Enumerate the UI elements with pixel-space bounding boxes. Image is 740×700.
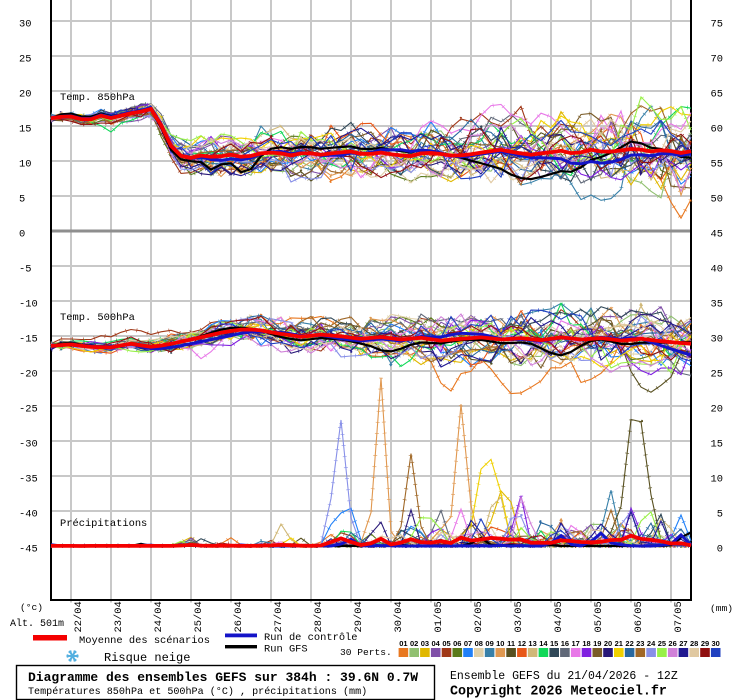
svg-text:23: 23 bbox=[636, 639, 644, 648]
svg-text:22: 22 bbox=[625, 639, 633, 648]
svg-text:30/04: 30/04 bbox=[393, 601, 405, 632]
svg-text:Ensemble GEFS du 21/04/2026 -: Ensemble GEFS du 21/04/2026 - 12Z bbox=[450, 670, 678, 683]
svg-text:20: 20 bbox=[604, 639, 612, 648]
svg-text:28/04: 28/04 bbox=[313, 601, 325, 632]
svg-text:21: 21 bbox=[615, 639, 623, 648]
svg-text:60: 60 bbox=[711, 124, 723, 136]
svg-text:14: 14 bbox=[539, 639, 548, 648]
svg-text:29/04: 29/04 bbox=[353, 601, 365, 632]
svg-text:02: 02 bbox=[410, 639, 418, 648]
svg-text:(°c): (°c) bbox=[20, 602, 43, 613]
svg-text:Temp. 850hPa: Temp. 850hPa bbox=[60, 92, 135, 104]
svg-text:05/05: 05/05 bbox=[593, 601, 605, 632]
svg-text:-10: -10 bbox=[19, 299, 38, 311]
svg-text:13: 13 bbox=[528, 639, 536, 648]
svg-text:Run de contrôle: Run de contrôle bbox=[264, 632, 358, 644]
svg-text:-5: -5 bbox=[19, 264, 31, 276]
svg-text:Risque neige: Risque neige bbox=[104, 651, 190, 665]
svg-text:25: 25 bbox=[19, 54, 31, 66]
svg-text:15: 15 bbox=[550, 639, 558, 648]
svg-text:Diagramme des ensembles GEFS s: Diagramme des ensembles GEFS sur 384h : … bbox=[28, 670, 418, 685]
svg-text:-35: -35 bbox=[19, 474, 38, 486]
svg-text:-25: -25 bbox=[19, 404, 38, 416]
svg-text:23/04: 23/04 bbox=[113, 601, 125, 632]
svg-text:18: 18 bbox=[582, 639, 590, 648]
svg-text:5: 5 bbox=[717, 509, 723, 521]
svg-text:Alt. 501m: Alt. 501m bbox=[10, 618, 64, 630]
svg-text:-15: -15 bbox=[19, 334, 38, 346]
svg-text:05: 05 bbox=[442, 639, 450, 648]
svg-text:-40: -40 bbox=[19, 509, 38, 521]
svg-text:45: 45 bbox=[711, 229, 723, 241]
svg-text:(mm): (mm) bbox=[710, 603, 733, 614]
svg-text:20: 20 bbox=[711, 404, 723, 416]
svg-text:27: 27 bbox=[679, 639, 687, 648]
svg-text:26/04: 26/04 bbox=[233, 601, 245, 632]
svg-text:11: 11 bbox=[507, 639, 515, 648]
svg-text:Copyright 2026 Meteociel.fr: Copyright 2026 Meteociel.fr bbox=[450, 685, 667, 700]
svg-text:29: 29 bbox=[701, 639, 709, 648]
svg-text:01: 01 bbox=[399, 639, 407, 648]
svg-text:Run GFS: Run GFS bbox=[264, 644, 308, 656]
svg-text:65: 65 bbox=[711, 89, 723, 101]
svg-text:24/04: 24/04 bbox=[153, 601, 165, 632]
svg-text:25: 25 bbox=[711, 369, 723, 381]
svg-text:26: 26 bbox=[668, 639, 676, 648]
svg-text:30 Perts.: 30 Perts. bbox=[340, 647, 392, 658]
svg-text:02/05: 02/05 bbox=[473, 601, 485, 632]
svg-text:10: 10 bbox=[496, 639, 504, 648]
svg-text:15: 15 bbox=[711, 439, 723, 451]
svg-text:07/05: 07/05 bbox=[673, 601, 685, 632]
svg-text:24: 24 bbox=[647, 639, 656, 648]
svg-text:40: 40 bbox=[711, 264, 723, 276]
svg-text:04: 04 bbox=[432, 639, 441, 648]
svg-text:25: 25 bbox=[658, 639, 666, 648]
svg-text:06: 06 bbox=[453, 639, 461, 648]
svg-text:15: 15 bbox=[19, 124, 31, 136]
svg-text:16: 16 bbox=[561, 639, 569, 648]
svg-text:0: 0 bbox=[717, 544, 723, 556]
svg-text:22/04: 22/04 bbox=[73, 601, 85, 632]
svg-text:10: 10 bbox=[711, 474, 723, 486]
svg-text:27/04: 27/04 bbox=[273, 601, 285, 632]
svg-text:01/05: 01/05 bbox=[433, 601, 445, 632]
svg-text:50: 50 bbox=[711, 194, 723, 206]
svg-text:28: 28 bbox=[690, 639, 698, 648]
svg-text:30: 30 bbox=[19, 19, 31, 31]
svg-text:Précipitations: Précipitations bbox=[60, 518, 147, 530]
svg-text:19: 19 bbox=[593, 639, 601, 648]
svg-text:-30: -30 bbox=[19, 439, 38, 451]
svg-text:35: 35 bbox=[711, 299, 723, 311]
svg-text:12: 12 bbox=[518, 639, 526, 648]
svg-text:Moyenne des scénarios: Moyenne des scénarios bbox=[79, 635, 210, 647]
svg-text:20: 20 bbox=[19, 89, 31, 101]
svg-text:07: 07 bbox=[464, 639, 472, 648]
svg-text:17: 17 bbox=[572, 639, 580, 648]
svg-text:30: 30 bbox=[712, 639, 720, 648]
svg-text:Températures 850hPa et 500hPa: Températures 850hPa et 500hPa (°C) , pré… bbox=[28, 686, 367, 698]
svg-text:10: 10 bbox=[19, 159, 31, 171]
svg-text:03: 03 bbox=[421, 639, 429, 648]
svg-text:30: 30 bbox=[711, 334, 723, 346]
svg-text:75: 75 bbox=[711, 19, 723, 31]
svg-text:55: 55 bbox=[711, 159, 723, 171]
svg-text:03/05: 03/05 bbox=[513, 601, 525, 632]
svg-text:70: 70 bbox=[711, 54, 723, 66]
svg-text:0: 0 bbox=[19, 229, 25, 241]
svg-text:-45: -45 bbox=[19, 544, 38, 556]
svg-text:25/04: 25/04 bbox=[193, 601, 205, 632]
svg-text:04/05: 04/05 bbox=[553, 601, 565, 632]
svg-text:08: 08 bbox=[475, 639, 483, 648]
svg-text:-20: -20 bbox=[19, 369, 38, 381]
svg-text:06/05: 06/05 bbox=[633, 601, 645, 632]
svg-text:5: 5 bbox=[19, 194, 25, 206]
svg-text:Temp. 500hPa: Temp. 500hPa bbox=[60, 312, 135, 324]
svg-text:09: 09 bbox=[485, 639, 493, 648]
